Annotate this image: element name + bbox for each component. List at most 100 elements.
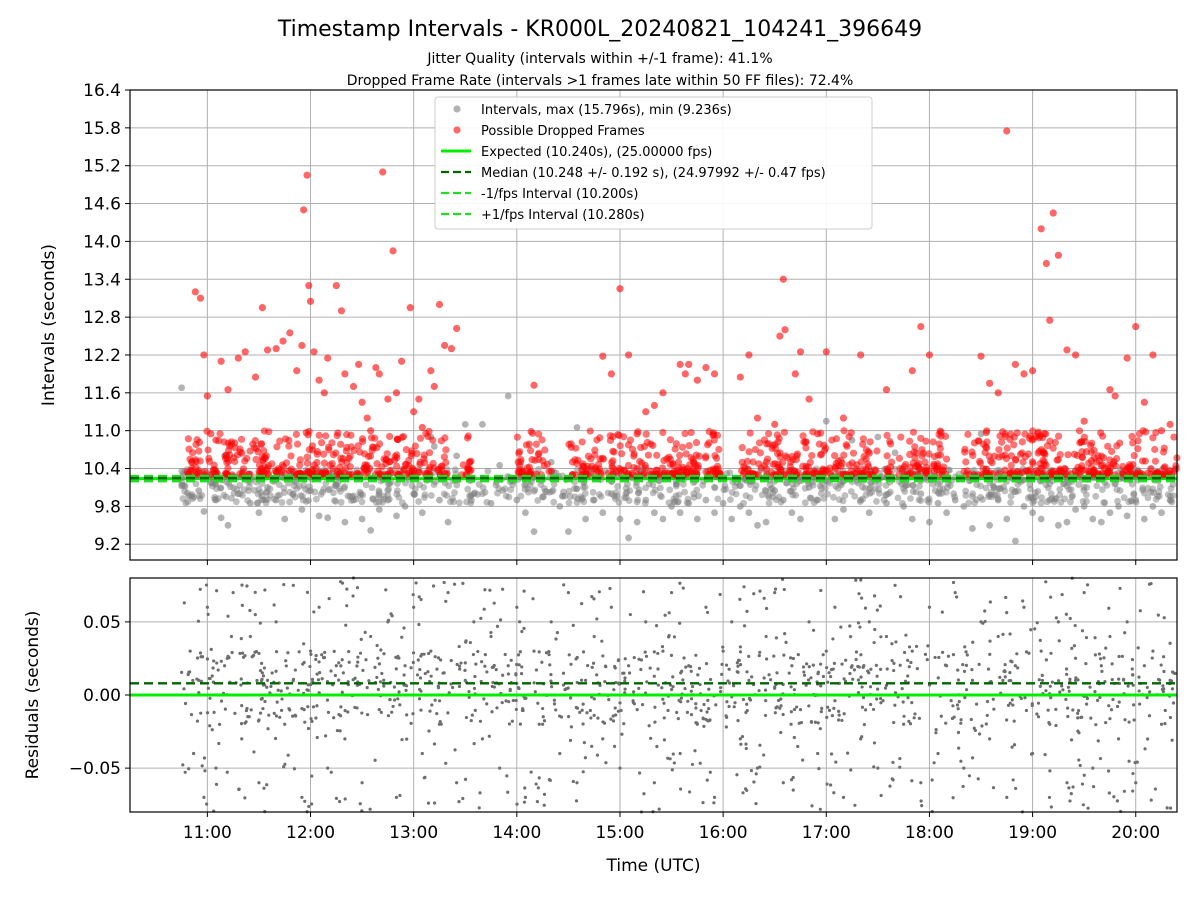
dropped-frame-point <box>1025 434 1034 442</box>
residual-point <box>367 679 371 683</box>
dropped-frame-point <box>398 357 406 365</box>
residual-point <box>1078 763 1082 768</box>
residual-point <box>784 640 788 644</box>
residual-point <box>458 667 462 671</box>
residual-point <box>1054 723 1058 728</box>
dropped-frame-point <box>901 460 910 469</box>
dropped-frame-point <box>1123 354 1131 362</box>
dropped-frame-point <box>568 458 577 466</box>
interval-point <box>211 496 219 503</box>
dropped-frame-point <box>1056 466 1064 474</box>
dropped-frame-point <box>1073 451 1081 460</box>
residual-point <box>569 725 573 729</box>
dropped-frame-point <box>837 462 845 470</box>
residual-point <box>891 778 895 782</box>
residual-point <box>986 667 991 671</box>
residual-point <box>430 703 434 707</box>
residual-point <box>414 581 418 585</box>
interval-point <box>623 480 631 488</box>
residual-point <box>1054 707 1058 711</box>
residual-point <box>623 687 627 691</box>
dropped-frame-point <box>776 453 784 461</box>
interval-point <box>973 481 981 488</box>
residual-point <box>310 802 314 806</box>
interval-point <box>537 481 545 488</box>
residual-point <box>290 714 295 718</box>
residual-point <box>595 753 600 757</box>
interval-point <box>740 499 747 507</box>
residual-point <box>728 681 732 685</box>
residual-point <box>1150 656 1154 660</box>
dropped-frame-point <box>328 459 336 468</box>
interval-point <box>217 484 225 492</box>
residual-point <box>326 710 331 714</box>
residual-point <box>951 704 955 708</box>
residual-point <box>988 652 992 656</box>
dropped-frame-point <box>441 434 449 442</box>
residual-point <box>435 712 439 716</box>
dropped-frame-point <box>776 332 784 340</box>
residual-point <box>959 718 963 722</box>
dropped-frame-point <box>200 351 208 359</box>
residual-point <box>360 711 364 715</box>
residual-point <box>988 600 992 604</box>
residual-point <box>689 689 693 693</box>
dropped-frame-point <box>1020 370 1028 378</box>
dropped-frame-point <box>1111 392 1119 400</box>
residual-point <box>925 658 929 662</box>
residual-point <box>613 706 617 710</box>
residual-point <box>522 800 527 804</box>
residual-point <box>984 722 988 726</box>
interval-point <box>820 495 828 502</box>
dropped-frame-point <box>464 432 472 440</box>
residual-point <box>1097 652 1102 656</box>
residual-point <box>1049 696 1053 700</box>
residual-point <box>549 620 553 624</box>
residual-point <box>773 685 777 689</box>
residual-point <box>1098 756 1103 761</box>
y-tick-label: 10.4 <box>83 460 121 480</box>
dropped-frame-point <box>410 408 418 416</box>
residual-point <box>251 653 256 658</box>
residual-point <box>956 707 960 711</box>
residual-point <box>824 649 828 653</box>
dropped-frame-point <box>1104 442 1112 450</box>
residual-point <box>309 652 313 656</box>
residual-point <box>343 797 347 801</box>
interval-point <box>1063 518 1071 526</box>
residual-point <box>534 782 538 786</box>
interval-point <box>839 497 847 505</box>
residual-point <box>274 669 278 673</box>
dropped-frame-point <box>421 459 429 467</box>
dropped-frame-point <box>658 464 666 472</box>
interval-point <box>960 502 968 510</box>
residual-point <box>738 663 743 667</box>
residual-point <box>212 710 216 714</box>
interval-point <box>908 515 916 523</box>
dropped-frame-point <box>565 440 573 448</box>
residual-point <box>825 715 829 719</box>
residual-point <box>1130 667 1134 671</box>
residual-point <box>339 664 343 668</box>
residual-point <box>934 727 938 732</box>
dropped-frame-point <box>526 447 535 455</box>
interval-point <box>711 483 718 491</box>
residual-point <box>874 663 878 668</box>
residual-point <box>494 668 498 672</box>
dropped-frame-point <box>1088 439 1096 447</box>
residual-point <box>906 658 910 662</box>
residual-point <box>433 655 437 659</box>
dropped-frame-point <box>692 462 700 470</box>
residual-point <box>892 720 896 725</box>
dropped-frame-point <box>320 389 328 397</box>
interval-point <box>993 491 1001 499</box>
residual-point <box>833 605 837 609</box>
residual-point <box>788 656 793 660</box>
residual-point <box>582 741 586 745</box>
residual-point <box>217 741 221 746</box>
residual-point <box>473 708 477 712</box>
interval-point <box>240 486 248 494</box>
residual-point <box>327 596 331 601</box>
residual-point <box>405 737 409 741</box>
dropped-frame-point <box>843 442 851 450</box>
